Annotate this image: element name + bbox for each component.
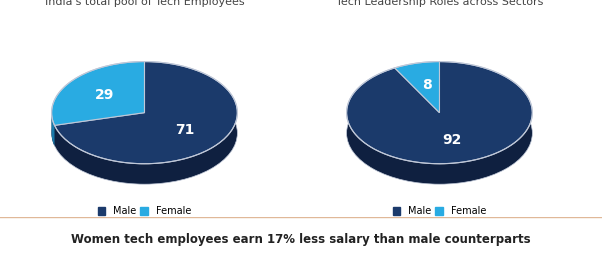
Text: 71: 71 bbox=[175, 123, 194, 137]
Ellipse shape bbox=[52, 82, 237, 184]
Title: India's total pool of Tech Employees: India's total pool of Tech Employees bbox=[45, 0, 244, 7]
Ellipse shape bbox=[347, 82, 532, 184]
Text: Women tech employees earn 17% less salary than male counterparts: Women tech employees earn 17% less salar… bbox=[71, 233, 531, 246]
Polygon shape bbox=[52, 113, 55, 146]
Legend: Male, Female: Male, Female bbox=[389, 203, 490, 220]
Text: 29: 29 bbox=[95, 89, 114, 102]
Text: 8: 8 bbox=[422, 78, 432, 92]
Polygon shape bbox=[55, 62, 237, 164]
Polygon shape bbox=[52, 62, 144, 125]
Polygon shape bbox=[347, 62, 532, 164]
Legend: Male, Female: Male, Female bbox=[94, 203, 195, 220]
Polygon shape bbox=[52, 113, 55, 146]
Polygon shape bbox=[395, 62, 439, 113]
Title: Tech Leadership Roles across Sectors: Tech Leadership Roles across Sectors bbox=[336, 0, 543, 7]
Text: 92: 92 bbox=[442, 133, 462, 147]
